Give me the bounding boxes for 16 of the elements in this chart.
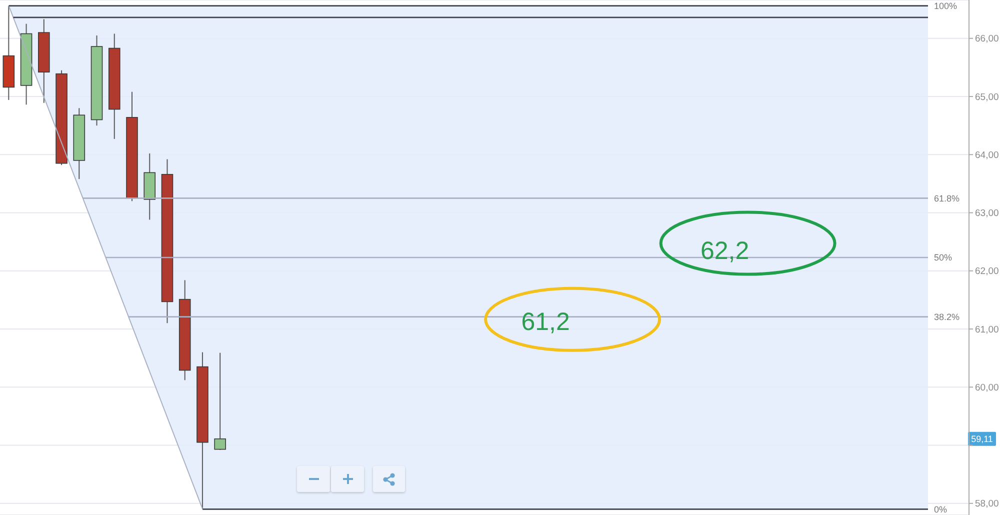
annotation: 62,2 <box>700 236 750 265</box>
y-tick-label: 62,00 <box>975 266 999 278</box>
y-tick-label: 60,00 <box>975 382 999 394</box>
annotation: 61,2 <box>521 308 570 336</box>
annotation: 100% <box>934 0 958 11</box>
y-tick-label: 64,00 <box>975 150 999 161</box>
annotation: 61.8% <box>934 193 960 204</box>
y-tick-label: 65,00 <box>975 92 999 103</box>
annotation: 50% <box>934 252 952 263</box>
y-tick-label: 58,00 <box>975 498 999 510</box>
text: 59,11 <box>971 434 993 444</box>
annotation: 0% <box>934 504 948 514</box>
annotation: 38.2% <box>934 312 960 322</box>
y-tick-label: 63,00 <box>975 208 999 220</box>
y-tick-label: 66,00 <box>975 34 999 45</box>
y-tick-label: 61,00 <box>975 324 999 336</box>
